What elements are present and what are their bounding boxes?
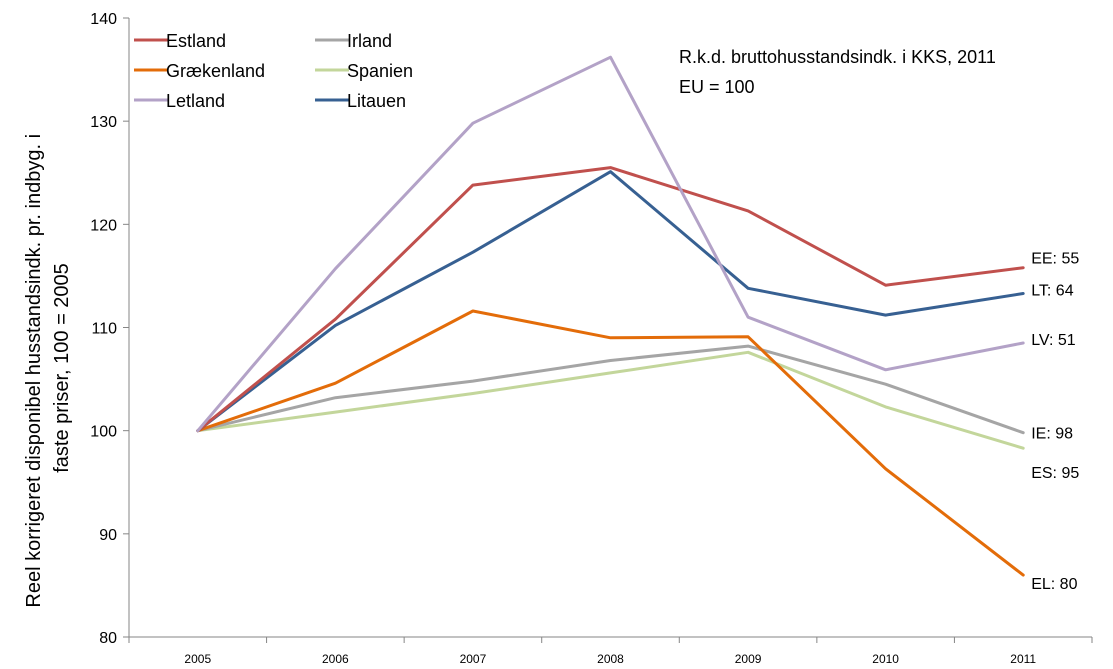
legend-entry: Irland xyxy=(347,31,392,51)
annotation-line-2: EU = 100 xyxy=(679,77,755,97)
legend: Estland Irland Grækenland Spanien Letland Lit… xyxy=(134,31,413,111)
y-tick-label: 100 xyxy=(90,424,117,441)
series-line-spanien xyxy=(196,350,1025,450)
legend-entry: Estland xyxy=(166,31,226,51)
y-tick-label: 140 xyxy=(90,11,117,28)
series-lines xyxy=(196,55,1025,577)
y-tick-label: 90 xyxy=(99,527,117,544)
x-tick-label: 2006 xyxy=(322,652,349,666)
x-tick-label: 2007 xyxy=(460,652,487,666)
x-tick-label: 2011 xyxy=(1010,652,1036,666)
axes xyxy=(128,18,1092,638)
series-line-litauen xyxy=(196,170,1025,433)
y-axis-ticks: 80 90 100 110 120 130 140 xyxy=(90,11,129,647)
x-tick-label: 2009 xyxy=(735,652,762,666)
series-line-irland xyxy=(196,344,1025,435)
legend-entry: Spanien xyxy=(347,61,413,81)
series-line-grækenland xyxy=(196,309,1025,577)
annotation-line-1: R.k.d. bruttohusstandsindk. i KKS, 2011 xyxy=(679,47,996,67)
y-tick-label: 130 xyxy=(90,114,117,131)
end-label: LV: 51 xyxy=(1031,332,1076,349)
end-label: ES: 95 xyxy=(1031,465,1079,482)
y-tick-label: 80 xyxy=(99,630,117,647)
legend-entry: Litauen xyxy=(347,91,406,111)
series-line-letland xyxy=(196,55,1025,433)
y-axis-title: Reel korrigeret disponibel husstandsindk… xyxy=(23,128,73,607)
y-tick-label: 120 xyxy=(90,217,117,234)
x-axis-ticks: 2005 2006 2007 2008 2009 2010 2011 xyxy=(128,637,1093,666)
end-label: LT: 64 xyxy=(1031,282,1074,299)
end-label: EL: 80 xyxy=(1031,576,1077,593)
y-axis-title-line-1: Reel korrigeret disponibel husstandsindk… xyxy=(23,134,45,608)
y-axis-title-line-2: faste priser, 100 = 2005 xyxy=(51,263,73,473)
end-labels: EE: 55 IE: 98 EL: 80 ES: 95 LV: 51 LT: 64 xyxy=(1031,251,1079,593)
end-label: EE: 55 xyxy=(1031,251,1079,268)
end-label: IE: 98 xyxy=(1031,426,1073,443)
x-tick-label: 2010 xyxy=(872,652,899,666)
legend-entry: Letland xyxy=(166,91,225,111)
x-tick-label: 2005 xyxy=(184,652,211,666)
series-line-estland xyxy=(196,166,1025,433)
x-tick-label: 2008 xyxy=(597,652,624,666)
y-tick-label: 110 xyxy=(91,321,117,338)
legend-entry: Grækenland xyxy=(166,61,265,81)
